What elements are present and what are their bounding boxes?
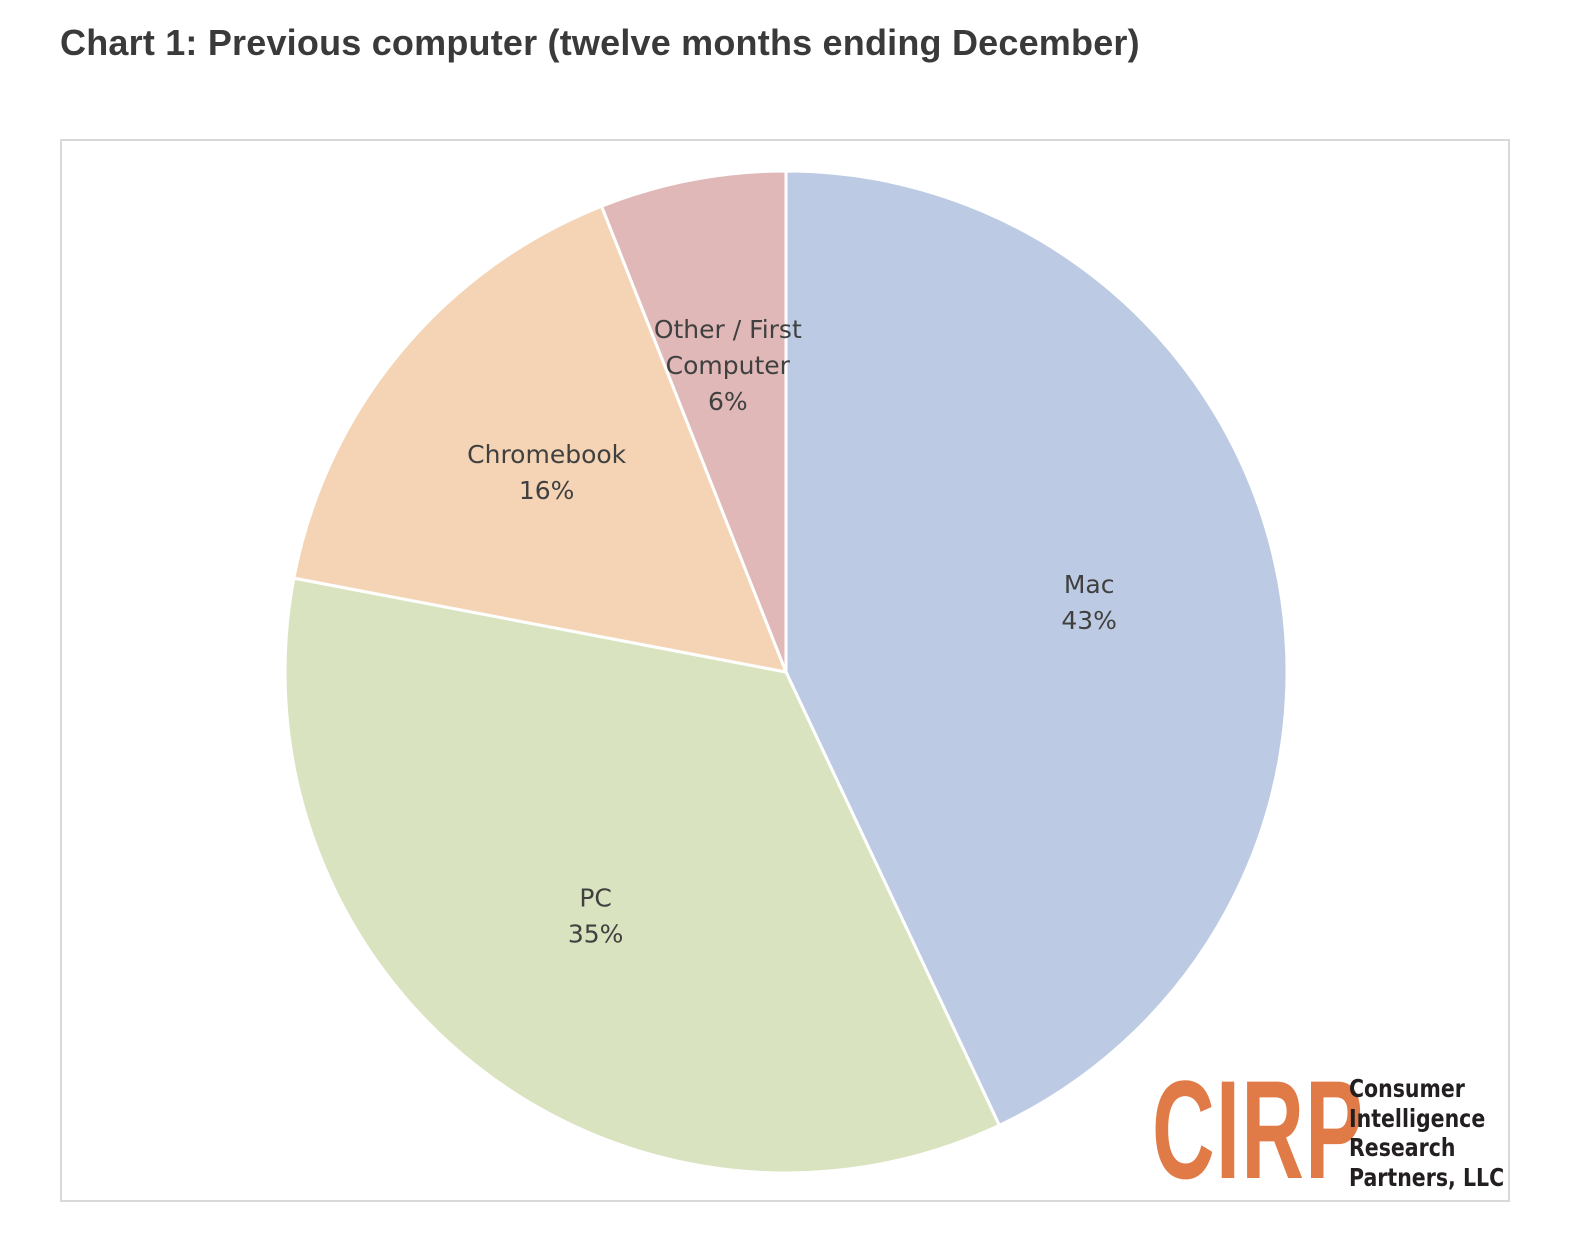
pie-slices — [283, 169, 1289, 1175]
logo-line: Research — [1349, 1133, 1456, 1162]
pie-slice-mac — [784, 169, 1289, 1127]
slice-label-mac: Mac 43% — [1061, 570, 1117, 635]
slice-category-label: PC — [579, 883, 612, 912]
slice-category-label: Mac — [1064, 570, 1115, 599]
logo-line: Intelligence — [1349, 1103, 1486, 1133]
cirp-logo-mark: CIRP — [1152, 1051, 1365, 1208]
chart-title: Chart 1: Previous computer (twelve month… — [60, 22, 1140, 63]
slice-label-chromebook: Chromebook 16% — [467, 440, 627, 505]
logo-line: Consumer — [1349, 1074, 1465, 1103]
pie-slice-pc — [283, 576, 1001, 1175]
slice-category-label: Computer — [666, 351, 791, 380]
slice-label-pc: PC 35% — [568, 883, 624, 948]
logo-line: Partners, LLC — [1349, 1162, 1505, 1192]
pie-labels: Mac 43% PC 35% Chromebook 16% Other / First Com… — [467, 315, 1117, 949]
slice-category-label: Other / First — [654, 315, 802, 344]
cirp-logo-text: Consumer Intelligence Research Partners,… — [1349, 1074, 1519, 1192]
slice-category-label: Chromebook — [467, 440, 627, 469]
slice-value-label: 43% — [1061, 606, 1117, 635]
slice-value-label: 35% — [568, 919, 624, 948]
slice-label-other-first-computer: Other / First Computer 6% — [654, 315, 802, 416]
cirp-logo: CIRP Consumer Intelligence Research Part… — [1152, 1051, 1512, 1208]
pie-slice-other-first-computer — [600, 169, 788, 674]
slice-value-label: 16% — [519, 476, 575, 505]
slice-value-label: 6% — [708, 387, 748, 416]
pie-slice-chromebook — [292, 204, 788, 674]
